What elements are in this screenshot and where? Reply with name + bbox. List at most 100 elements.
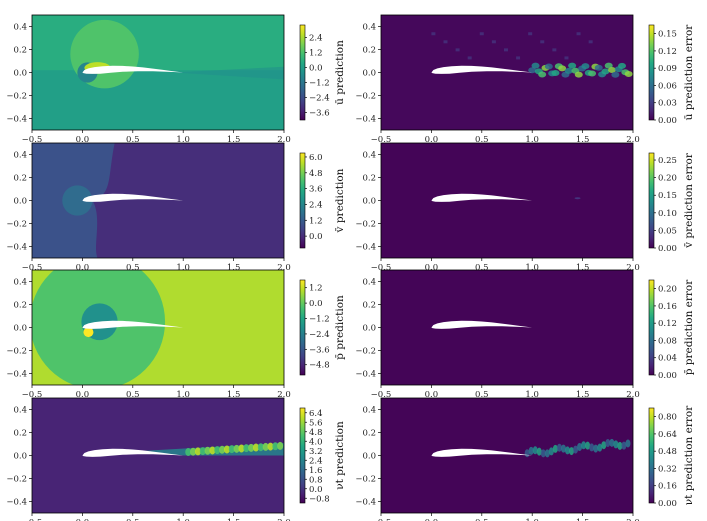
y-tick-label: 0.4 [13, 406, 27, 416]
y-tick-label: −0.4 [355, 243, 376, 253]
y-tick-label: 0.2 [362, 174, 376, 184]
y-tick-label: 0.4 [13, 278, 27, 288]
noise-error-patch [516, 56, 521, 60]
stagnation-point [83, 327, 94, 338]
wake-error-patch [568, 62, 577, 69]
y-tick-label: 0.4 [362, 406, 376, 416]
colorbar-label: ū prediction [334, 40, 346, 105]
noise-error-patch [455, 48, 460, 52]
heatmap-background [381, 270, 633, 385]
noise-error-patch [431, 32, 436, 36]
noise-error-patch [479, 32, 484, 36]
heatmap-field [381, 398, 633, 513]
colorbar-tick-label: −3.6 [309, 345, 330, 355]
x-tick-label: 0.5 [475, 518, 489, 521]
wake-error-patch [588, 70, 597, 77]
wake-eddy [190, 447, 197, 456]
y-tick-label: 0.0 [13, 452, 27, 462]
x-tick-label: 2.0 [277, 263, 291, 273]
wake-error-patch [551, 70, 560, 77]
noise-error-patch [503, 48, 508, 52]
heatmap-field [381, 143, 633, 258]
wake-error-patch [597, 443, 603, 452]
x-tick-label: 1.5 [227, 135, 241, 145]
colorbar-tick-label: 0.00 [658, 499, 677, 509]
wake-error-patch [624, 70, 633, 77]
colorbar-label: p̄ prediction error [683, 279, 695, 376]
x-tick-label: 1.0 [176, 390, 190, 400]
noise-error-patch [588, 40, 593, 44]
heatmap-field [32, 270, 284, 385]
x-tick-label: 0.0 [76, 263, 90, 273]
colorbar-tick-label: 0.20 [658, 285, 677, 295]
wake-eddy [199, 447, 206, 456]
colorbar-tick-label: 6.4 [309, 409, 323, 419]
wake-error-patch [574, 71, 583, 78]
colorbar-tick-label: 4.0 [309, 437, 323, 447]
colorbar-tick-label: −1.2 [309, 79, 330, 89]
wake-eddy [248, 443, 255, 452]
y-tick-label: 0.2 [362, 46, 376, 56]
wake-error-patch [544, 63, 553, 70]
colorbar-tick-label: 2.4 [309, 34, 323, 44]
noise-error-patch [491, 40, 496, 44]
wake-error-patch [593, 444, 599, 453]
wake-error-patch [601, 68, 610, 75]
wake-error-patch [618, 62, 627, 69]
wake-error-patch [540, 449, 546, 458]
colorbar-tick-label: 0.06 [658, 81, 677, 91]
colorbar-tick-label: 0.16 [658, 482, 677, 492]
colorbar-label: p̄ prediction [334, 295, 346, 360]
wake-eddy [267, 442, 274, 451]
heatmap-field [32, 398, 284, 513]
panel-p-mean-pred: −0.5 0.0 0.5 1.0 1.5 2.0 0.4 0.2 0.0 −0.2 −0.4 1.2 0… [6, 269, 346, 400]
wake-eddy [277, 441, 284, 450]
panel-v-mean-err: −0.5 0.0 0.5 1.0 1.5 2.0 0.4 0.2 0.0 −0.2 −0.4 0.25… [355, 142, 695, 273]
wake-error-patch [573, 445, 579, 454]
heatmap-background [381, 143, 633, 258]
x-tick-label: 1.5 [576, 390, 590, 400]
x-tick-label: 2.0 [626, 135, 640, 145]
heatmap-field [381, 15, 633, 130]
wake-error-patch [589, 443, 595, 452]
wake-eddy [257, 443, 264, 452]
x-tick-label: −0.5 [371, 518, 392, 521]
wake-error-patch [548, 447, 554, 456]
colorbar-tick-label: −2.4 [309, 94, 330, 104]
x-tick-label: −0.5 [22, 135, 43, 145]
wake-eddy [194, 447, 201, 456]
y-tick-label: −0.2 [6, 475, 27, 485]
colorbar-tick-label: −0.8 [309, 494, 330, 504]
colorbar-tick-label: 0.25 [658, 156, 677, 166]
colorbar-tick-label: 0.0 [309, 64, 323, 74]
colorbar-tick-label: 0.80 [658, 413, 677, 423]
y-tick-label: −0.4 [6, 498, 27, 508]
colorbar-tick-label: 0.03 [658, 99, 677, 109]
colorbar-tick-label: −3.6 [309, 109, 330, 119]
colorbar-tick-label: 1.2 [309, 216, 323, 226]
x-tick-label: 0.0 [76, 135, 90, 145]
colorbar-tick-label: −1.2 [309, 315, 330, 325]
x-tick-label: −0.5 [22, 390, 43, 400]
wake-eddy [272, 442, 279, 451]
y-tick-label: 0.4 [362, 278, 376, 288]
noise-error-patch [540, 40, 545, 44]
x-tick-label: 1.0 [176, 518, 190, 521]
wake-eddy [233, 444, 240, 453]
colorbar-tick-label: 0.15 [658, 30, 677, 40]
y-tick-label: 0.0 [362, 452, 376, 462]
wake-error-patch [625, 439, 631, 448]
colorbar-tick-label: 5.6 [309, 418, 323, 428]
wake-error-patch [594, 64, 603, 71]
colorbar-tick-label: 0.0 [309, 232, 323, 242]
y-tick-label: −0.4 [6, 370, 27, 380]
airfoil-shape [82, 448, 184, 457]
wake-eddy [209, 446, 216, 455]
colorbar-tick-label: 0.05 [658, 226, 677, 236]
noise-error-patch [576, 32, 581, 36]
colorbar [648, 152, 655, 249]
y-tick-label: −0.4 [355, 498, 376, 508]
colorbar-tick-label: 0.16 [658, 302, 677, 312]
wake-error-patch [581, 63, 590, 70]
